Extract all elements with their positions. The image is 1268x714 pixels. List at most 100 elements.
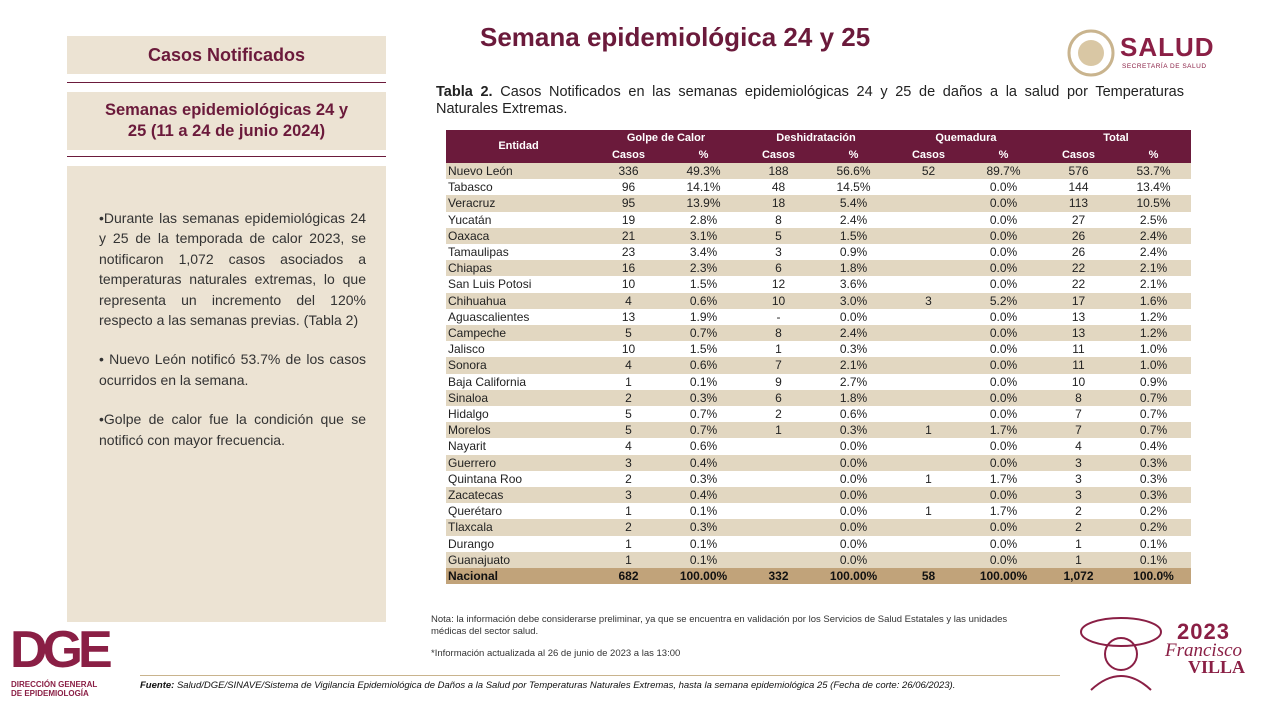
value-cell: 5.4% bbox=[816, 195, 891, 212]
value-cell: 7 bbox=[741, 357, 816, 374]
divider bbox=[67, 156, 386, 157]
value-cell: 0.0% bbox=[816, 487, 891, 504]
value-cell: 0.0% bbox=[966, 357, 1041, 374]
value-cell: 336 bbox=[591, 163, 666, 180]
value-cell: 23 bbox=[621, 245, 636, 260]
value-cell: 0.0% bbox=[966, 195, 1041, 212]
value-cell bbox=[891, 195, 966, 212]
value-cell bbox=[741, 536, 816, 552]
table-row: Chihuahua 4 0.6% 10 3.0% 3 5.2% 17 1.6% bbox=[446, 292, 1191, 309]
entity-cell: Querétaro bbox=[448, 504, 503, 519]
table-row: San Luis Potosi 10 1.5% 12 3.6% 0.0% 22 2.1% bbox=[446, 276, 1191, 292]
value-cell: 0.1% bbox=[689, 504, 718, 519]
value-cell: 18 bbox=[741, 195, 816, 212]
page-title: Semana epidemiológica 24 y 25 bbox=[480, 22, 871, 52]
value-cell: 332 bbox=[741, 568, 816, 585]
value-cell: 10.5% bbox=[1116, 195, 1191, 212]
sub-header: Casos bbox=[891, 146, 966, 163]
value-cell: 1.5% bbox=[689, 277, 718, 292]
value-cell: 2.1% bbox=[816, 357, 891, 374]
value-cell: 0.3% bbox=[1116, 454, 1191, 471]
value-cell: 1.8% bbox=[816, 389, 891, 407]
entity-cell: Zacatecas bbox=[446, 487, 591, 504]
value-cell bbox=[891, 374, 966, 390]
value-cell: 1.0% bbox=[1116, 357, 1191, 374]
value-cell: 0.3% bbox=[666, 519, 741, 536]
value-cell: 22 bbox=[1041, 260, 1116, 277]
value-cell: 8 bbox=[741, 325, 816, 342]
value-cell: 10 bbox=[1071, 374, 1086, 389]
value-cell: 1 bbox=[625, 374, 632, 389]
table-row: Campeche 5 0.7% 8 2.4% 0.0% 13 1.2% bbox=[446, 325, 1191, 342]
value-cell: 1 bbox=[625, 536, 632, 551]
portrait-emblem bbox=[1080, 617, 1162, 691]
value-cell: 0.0% bbox=[839, 309, 868, 324]
table-row: Hidalgo 5 0.7% 2 0.6% 0.0% 7 0.7% bbox=[446, 406, 1191, 422]
value-cell: 1.6% bbox=[1116, 292, 1191, 309]
sidebar-bullets: •Durante las semanas epidemiológicas 24 … bbox=[67, 166, 386, 622]
value-cell bbox=[741, 503, 816, 519]
entity-cell: Chihuahua bbox=[446, 292, 591, 309]
value-cell: 0.3% bbox=[1139, 471, 1168, 486]
value-cell: 2.1% bbox=[1139, 277, 1168, 292]
total-row: Nacional 682 100.00% 332 100.00% 58 100.00% 1,0… bbox=[446, 568, 1191, 585]
value-cell: 16 bbox=[591, 260, 666, 277]
value-cell: 12 bbox=[771, 277, 786, 292]
value-cell: 5 bbox=[591, 325, 666, 342]
table-row: Jalisco 10 1.5% 1 0.3% 0.0% 11 1.0% bbox=[446, 341, 1191, 357]
value-cell bbox=[891, 357, 966, 374]
caption-text: Casos Notificados en las semanas epidemi… bbox=[436, 84, 1184, 117]
value-cell: 100.00% bbox=[816, 568, 891, 585]
value-cell: 5.2% bbox=[966, 292, 1041, 309]
value-cell: 0.6% bbox=[666, 357, 741, 374]
value-cell: 0.9% bbox=[839, 245, 868, 260]
table-row: Zacatecas 3 0.4% 0.0% 0.0% 3 0.3% bbox=[446, 487, 1191, 504]
value-cell: 0.0% bbox=[989, 277, 1018, 292]
value-cell: 13 bbox=[1041, 325, 1116, 342]
value-cell: 58 bbox=[891, 568, 966, 585]
value-cell: 95 bbox=[591, 195, 666, 212]
value-cell: 0.0% bbox=[989, 212, 1018, 227]
table-row: Sinaloa 2 0.3% 6 1.8% 0.0% 8 0.7% bbox=[446, 389, 1191, 407]
entity-cell: Hidalgo bbox=[448, 407, 489, 422]
value-cell: 13 bbox=[621, 309, 636, 324]
value-cell bbox=[891, 536, 966, 552]
dge-line: DIRECCIÓN GENERAL bbox=[11, 680, 98, 689]
value-cell: 3 bbox=[891, 292, 966, 309]
entity-cell: Aguascalientes bbox=[448, 309, 530, 324]
value-cell: 17 bbox=[1041, 292, 1116, 309]
value-cell: 0.7% bbox=[666, 422, 741, 439]
value-cell: 1 bbox=[625, 504, 632, 519]
value-cell: 100.00% bbox=[966, 568, 1041, 585]
value-cell: 1.7% bbox=[989, 504, 1018, 519]
value-cell: 0.3% bbox=[816, 422, 891, 439]
table-row: Guerrero 3 0.4% 0.0% 0.0% 3 0.3% bbox=[446, 454, 1191, 471]
value-cell: 26 bbox=[1041, 227, 1116, 245]
value-cell: 8 bbox=[1041, 389, 1116, 407]
entity-cell: Tlaxcala bbox=[446, 519, 591, 536]
entity-cell: Nacional bbox=[446, 568, 591, 585]
sub-header: % bbox=[1116, 146, 1191, 163]
face bbox=[1104, 637, 1138, 671]
value-cell: 52 bbox=[891, 163, 966, 180]
value-cell bbox=[741, 471, 816, 487]
value-cell: 0.1% bbox=[1139, 536, 1168, 551]
value-cell: 2 bbox=[591, 519, 666, 536]
entity-cell: Nayarit bbox=[448, 439, 487, 454]
value-cell: 0.3% bbox=[689, 471, 718, 486]
sidebar-period: Semanas epidemiológicas 24 y 25 (11 a 24… bbox=[67, 92, 386, 150]
bullet: • Nuevo León notificó 53.7% de los casos… bbox=[99, 351, 366, 388]
hat bbox=[1080, 617, 1162, 647]
value-cell: 3 bbox=[775, 245, 782, 260]
value-cell: 2.4% bbox=[1116, 227, 1191, 245]
value-cell: 576 bbox=[1041, 163, 1116, 180]
value-cell: 2 bbox=[591, 389, 666, 407]
value-cell: 2.8% bbox=[689, 212, 718, 227]
sub-header: % bbox=[816, 146, 891, 163]
value-cell bbox=[891, 454, 966, 471]
value-cell bbox=[891, 260, 966, 277]
value-cell: 0.1% bbox=[666, 551, 741, 569]
value-cell: 0.0% bbox=[816, 454, 891, 471]
bullet: •Golpe de calor fue la condición que se … bbox=[99, 411, 366, 448]
